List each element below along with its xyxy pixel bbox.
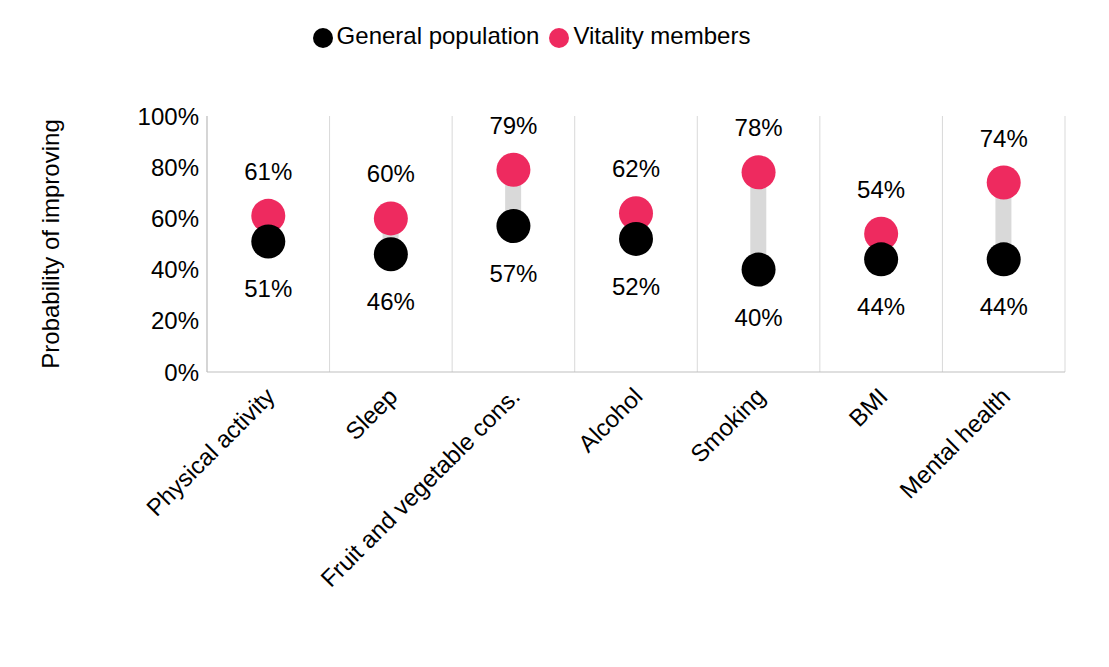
svg-text:Mental health: Mental health [894,382,1015,503]
svg-text:20%: 20% [151,307,199,334]
svg-text:46%: 46% [367,288,415,315]
svg-text:40%: 40% [151,256,199,283]
html-text:Vitality members: Vitality members [573,22,751,49]
svg-text:52%: 52% [612,273,660,300]
html-text:General population: General population [336,22,540,49]
svg-text:Smoking: Smoking [685,382,770,467]
svg-text:60%: 60% [367,160,415,187]
svg-text:Sleep: Sleep [340,382,403,445]
svg-text:51%: 51% [244,275,292,302]
svg-text:Alcohol: Alcohol [573,382,648,457]
svg-text:54%: 54% [857,176,905,203]
svg-text:0%: 0% [164,359,199,386]
svg-text:78%: 78% [735,116,783,141]
svg-text:57%: 57% [489,260,537,287]
svg-text:79%: 79% [489,116,537,139]
svg-text:44%: 44% [857,293,905,320]
svg-text:BMI: BMI [843,382,892,431]
svg-text:74%: 74% [980,125,1028,152]
svg-text:Fruit and vegetable cons.: Fruit and vegetable cons. [315,382,525,592]
svg-text:61%: 61% [244,158,292,185]
svg-text:80%: 80% [151,154,199,181]
svg-text:40%: 40% [735,304,783,331]
svg-text:Probability of improving: Probability of improving [37,119,64,368]
svg-text:100%: 100% [138,103,199,130]
svg-text:62%: 62% [612,155,660,182]
svg-text:60%: 60% [151,205,199,232]
svg-text:44%: 44% [980,293,1028,320]
svg-text:Physical activity: Physical activity [141,382,280,521]
